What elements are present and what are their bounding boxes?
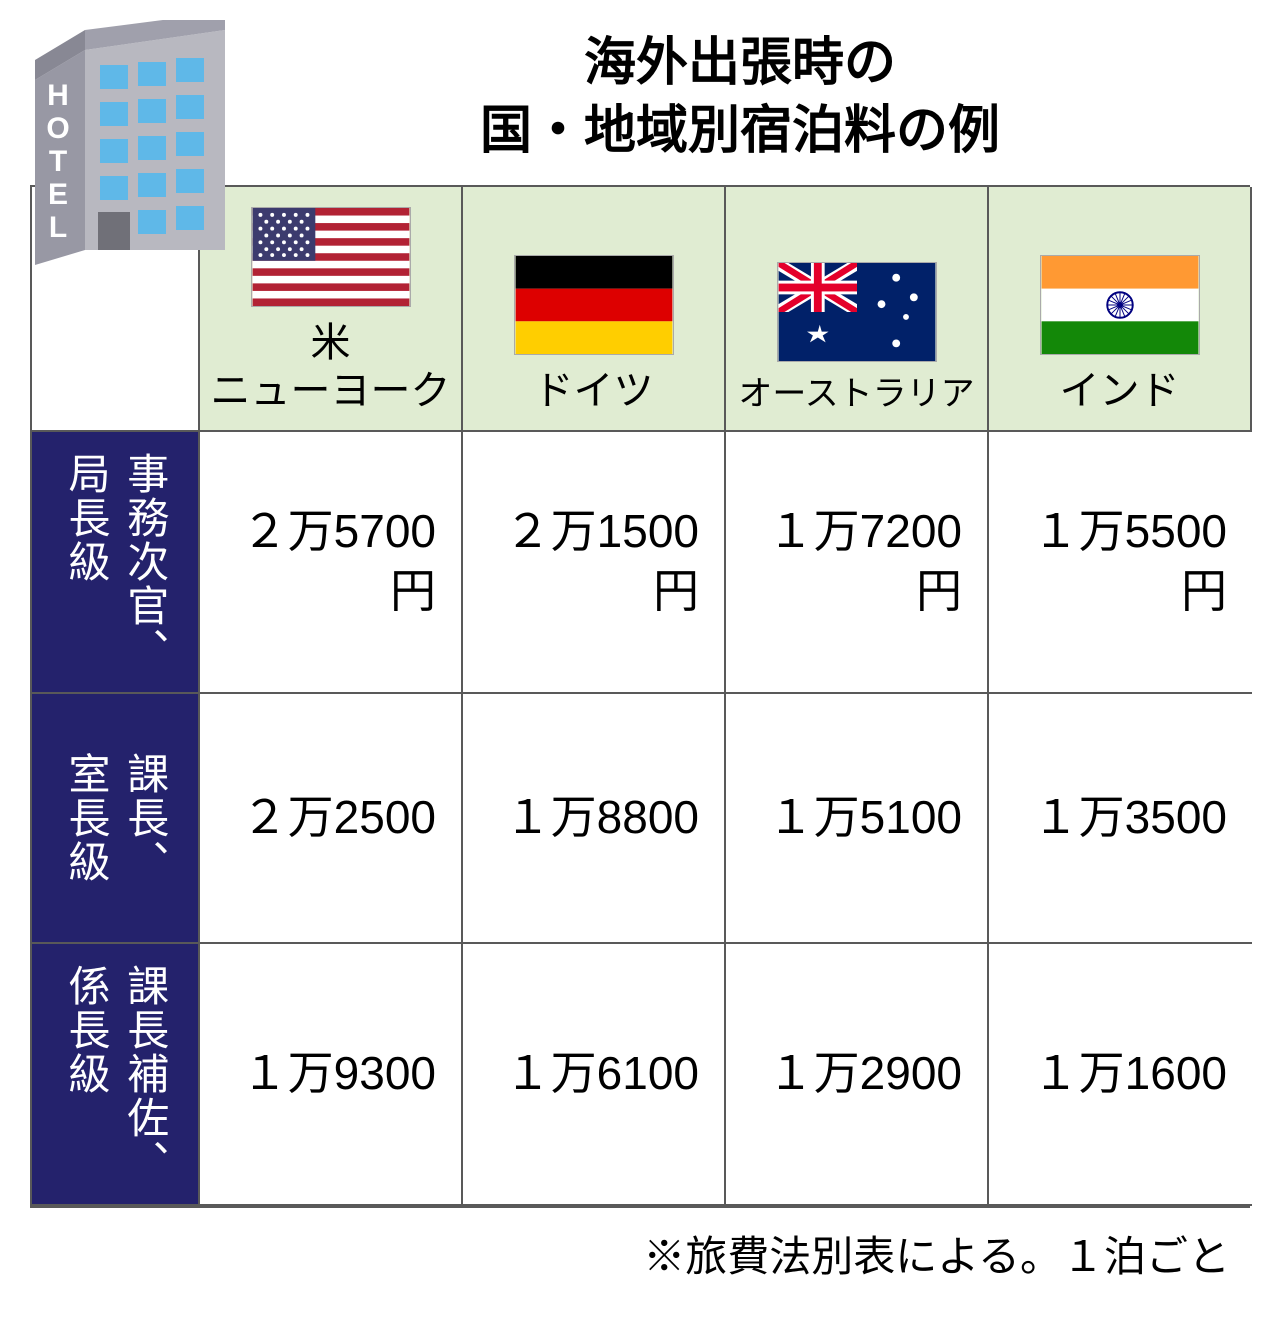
cell-r1-c3: １万7200円 (726, 432, 989, 694)
flag-germany-icon (514, 255, 674, 355)
row-header-2: 課長、室長級 (32, 694, 200, 944)
cell-r1-c4: １万5500円 (989, 432, 1252, 694)
svg-text:E: E (48, 178, 68, 211)
cell-r3-c2: １万6100 (463, 944, 726, 1206)
svg-text:T: T (49, 145, 67, 178)
hotel-building-icon: H O T E L (30, 20, 250, 280)
footnote: ※旅費法別表による。１泊ごと (30, 1223, 1250, 1284)
svg-text:O: O (46, 112, 69, 145)
flag-australia-icon (777, 262, 937, 362)
cell-r1-c1: ２万5700円 (200, 432, 463, 694)
svg-text:L: L (49, 211, 67, 244)
cell-r2-c1: ２万2500 (200, 694, 463, 944)
column-header-australia: オーストラリア (726, 187, 989, 432)
cell-r3-c3: １万2900 (726, 944, 989, 1206)
row-header-1: 事務次官、局長級 (32, 432, 200, 694)
row-header-3: 課長補佐、係長級 (32, 944, 200, 1206)
cell-r2-c4: １万3500 (989, 694, 1252, 944)
cell-r3-c4: １万1600 (989, 944, 1252, 1206)
svg-text:H: H (47, 79, 69, 112)
lodging-rate-table: 米 ニューヨーク ドイツ (30, 185, 1250, 1208)
cell-r2-c2: １万8800 (463, 694, 726, 944)
column-header-india: インド (989, 187, 1252, 432)
cell-r2-c3: １万5100 (726, 694, 989, 944)
cell-r1-c2: ２万1500円 (463, 432, 726, 694)
column-header-germany: ドイツ (463, 187, 726, 432)
cell-r3-c1: １万9300 (200, 944, 463, 1206)
flag-india-icon (1040, 255, 1200, 355)
flag-usa-icon (251, 207, 411, 307)
